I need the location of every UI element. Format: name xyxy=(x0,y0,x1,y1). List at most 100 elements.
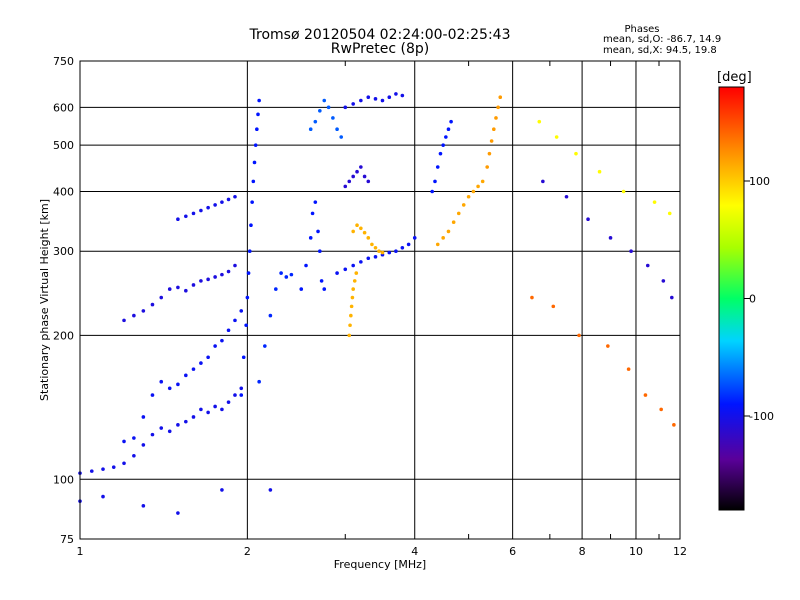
data-point xyxy=(435,165,440,169)
data-point xyxy=(150,432,155,437)
stats-o-mode: mean, sd,O: -86.7, 14.9 xyxy=(603,34,722,45)
data-point xyxy=(661,279,666,283)
data-point xyxy=(206,277,210,282)
data-point xyxy=(251,179,256,184)
data-point xyxy=(220,272,224,277)
data-point xyxy=(339,135,344,139)
data-point xyxy=(122,318,126,323)
data-point xyxy=(199,208,203,213)
data-point xyxy=(498,95,503,99)
data-point xyxy=(433,179,437,184)
data-point xyxy=(252,160,257,165)
data-point xyxy=(366,236,371,240)
x-tick-label: 8 xyxy=(579,545,586,558)
data-point xyxy=(308,127,313,131)
data-point xyxy=(257,379,261,384)
data-point xyxy=(400,93,405,98)
x-tick-label: 12 xyxy=(673,545,687,558)
data-point xyxy=(191,283,196,287)
data-point xyxy=(608,236,613,240)
x-tick-label: 1 xyxy=(77,545,84,558)
data-point xyxy=(150,393,155,397)
data-point xyxy=(359,226,363,231)
x-axis-label: Frequency [MHz] xyxy=(334,558,426,571)
data-point xyxy=(451,220,456,225)
data-point xyxy=(249,223,253,228)
data-point xyxy=(394,92,398,96)
data-point xyxy=(359,165,363,169)
data-point xyxy=(233,194,237,199)
data-point xyxy=(343,184,348,189)
colorbar-tick-label: 100 xyxy=(749,175,770,188)
grid-layer xyxy=(80,61,680,539)
data-point xyxy=(348,323,352,328)
chart-title: Tromsø 20120504 02:24:00-02:25:43 xyxy=(249,27,511,43)
data-point xyxy=(494,116,498,120)
data-point xyxy=(322,287,327,291)
chart-subtitle: RwPretec (8p) xyxy=(330,41,430,57)
x-tick-label: 6 xyxy=(509,545,516,558)
data-point xyxy=(256,112,260,117)
data-point xyxy=(226,328,231,333)
data-point xyxy=(313,119,318,124)
data-point xyxy=(176,382,180,387)
data-point xyxy=(366,179,371,184)
data-point xyxy=(101,494,105,499)
data-point xyxy=(412,236,417,240)
data-point xyxy=(347,179,352,184)
data-point xyxy=(370,242,374,247)
data-point xyxy=(268,313,273,318)
y-tick-label: 300 xyxy=(53,245,74,258)
data-point xyxy=(304,263,308,268)
data-point xyxy=(621,189,626,194)
data-point xyxy=(564,194,569,199)
data-point xyxy=(480,179,485,184)
data-point xyxy=(430,189,434,194)
points-layer xyxy=(78,92,676,515)
data-point xyxy=(213,344,217,348)
data-point xyxy=(122,461,126,466)
data-point xyxy=(141,309,146,313)
data-point xyxy=(537,119,542,124)
data-point xyxy=(331,116,335,120)
data-point xyxy=(191,415,196,419)
data-point xyxy=(387,95,392,99)
data-point xyxy=(213,203,217,207)
data-point xyxy=(319,279,324,283)
y-tick-label: 200 xyxy=(53,329,74,342)
data-point xyxy=(233,263,237,268)
y-tick-label: 750 xyxy=(53,55,74,68)
data-point xyxy=(343,105,348,110)
y-axis-label: Stationary phase Virtual Height [km] xyxy=(38,199,51,401)
data-point xyxy=(667,211,672,216)
colorbar-tick-label: -100 xyxy=(749,410,774,423)
data-point xyxy=(347,333,352,338)
data-point xyxy=(394,249,398,254)
data-point xyxy=(220,338,224,343)
data-point xyxy=(643,393,648,397)
data-point xyxy=(199,407,203,412)
data-point xyxy=(239,386,244,391)
data-point xyxy=(350,295,355,300)
data-point xyxy=(551,304,556,309)
data-point xyxy=(629,249,633,254)
data-point xyxy=(626,367,631,371)
data-point xyxy=(167,429,172,434)
data-point xyxy=(220,488,224,492)
data-point xyxy=(645,263,650,268)
plot-frame xyxy=(79,60,681,540)
data-point xyxy=(444,135,448,139)
data-point xyxy=(659,407,663,412)
stats-x-mode: mean, sd,X: 94.5, 19.8 xyxy=(603,45,717,56)
data-point xyxy=(159,295,164,300)
data-point xyxy=(241,355,246,360)
data-point xyxy=(355,169,359,174)
data-point xyxy=(672,423,676,427)
data-point xyxy=(366,256,371,261)
data-point xyxy=(355,223,359,228)
y-tick-label: 75 xyxy=(60,533,74,546)
data-point xyxy=(335,127,339,131)
data-point xyxy=(184,288,188,293)
data-point xyxy=(191,367,196,371)
